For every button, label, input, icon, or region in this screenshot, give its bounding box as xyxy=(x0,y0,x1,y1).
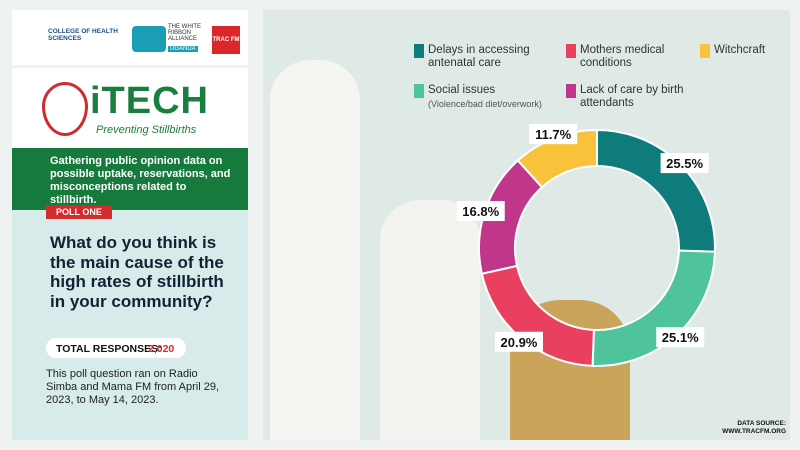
value-label: 20.9% xyxy=(501,335,538,350)
donut-segment xyxy=(591,249,716,367)
question: What do you think is the main cause of t… xyxy=(50,233,224,311)
legend-note: (Violence/bad diet/overwork) xyxy=(428,99,542,109)
logo-bar xyxy=(12,10,248,65)
legend-swatch xyxy=(566,44,576,58)
intro-box xyxy=(12,148,248,210)
value-label-bg xyxy=(656,327,705,348)
value-label: 16.8% xyxy=(462,204,499,219)
brand-tagline: Preventing Stillbirths xyxy=(96,124,197,136)
ribbon-text: THE WHITE RIBBON ALLIANCE xyxy=(168,24,201,42)
poll-tag: POLL ONE xyxy=(46,205,112,219)
legend-swatch xyxy=(414,44,424,58)
legend-label: Delays in accessing antenatal care xyxy=(428,44,530,69)
question-area xyxy=(12,210,248,440)
legend-label: Lack of care by birth attendants xyxy=(580,84,684,109)
legend-label: Social issues xyxy=(428,84,496,96)
photo-figure xyxy=(380,200,480,440)
poll-note: This poll question ran on Radio Simba an… xyxy=(46,368,220,406)
donut-segment xyxy=(516,128,598,189)
value-label-bg xyxy=(456,201,505,222)
responses-pill xyxy=(46,338,186,358)
legend-swatch xyxy=(414,84,424,98)
brand-name: iTECH xyxy=(90,80,209,122)
value-label-bg xyxy=(529,124,578,145)
brand-icon xyxy=(42,82,88,136)
college-logo: COLLEGE OF HEALTH SCIENCES xyxy=(48,28,118,42)
donut-segment xyxy=(596,128,716,253)
ribbon-country: UGANDA xyxy=(168,46,198,52)
trac-logo: TRAC FM xyxy=(212,26,240,54)
responses-label: TOTAL RESPONSES: xyxy=(56,343,162,355)
value-label-bg xyxy=(660,153,709,174)
responses-value: 2,020 xyxy=(148,343,175,355)
value-label: 11.7% xyxy=(535,127,572,142)
legend-swatch xyxy=(566,84,576,98)
value-label: 25.1% xyxy=(662,330,699,345)
legend-label: Witchcraft xyxy=(714,44,766,56)
source-url: WWW.TRACFM.ORG xyxy=(722,428,786,435)
value-label: 25.5% xyxy=(666,156,703,171)
legend-swatch xyxy=(700,44,710,58)
legend-label: Mothers medical conditions xyxy=(580,44,665,69)
ribbon-logo xyxy=(132,26,166,52)
source-label: DATA SOURCE: xyxy=(737,420,786,427)
photo-figure xyxy=(270,60,360,440)
intro-text: Gathering public opinion data on possibl… xyxy=(50,155,231,206)
value-label-bg xyxy=(494,331,543,352)
